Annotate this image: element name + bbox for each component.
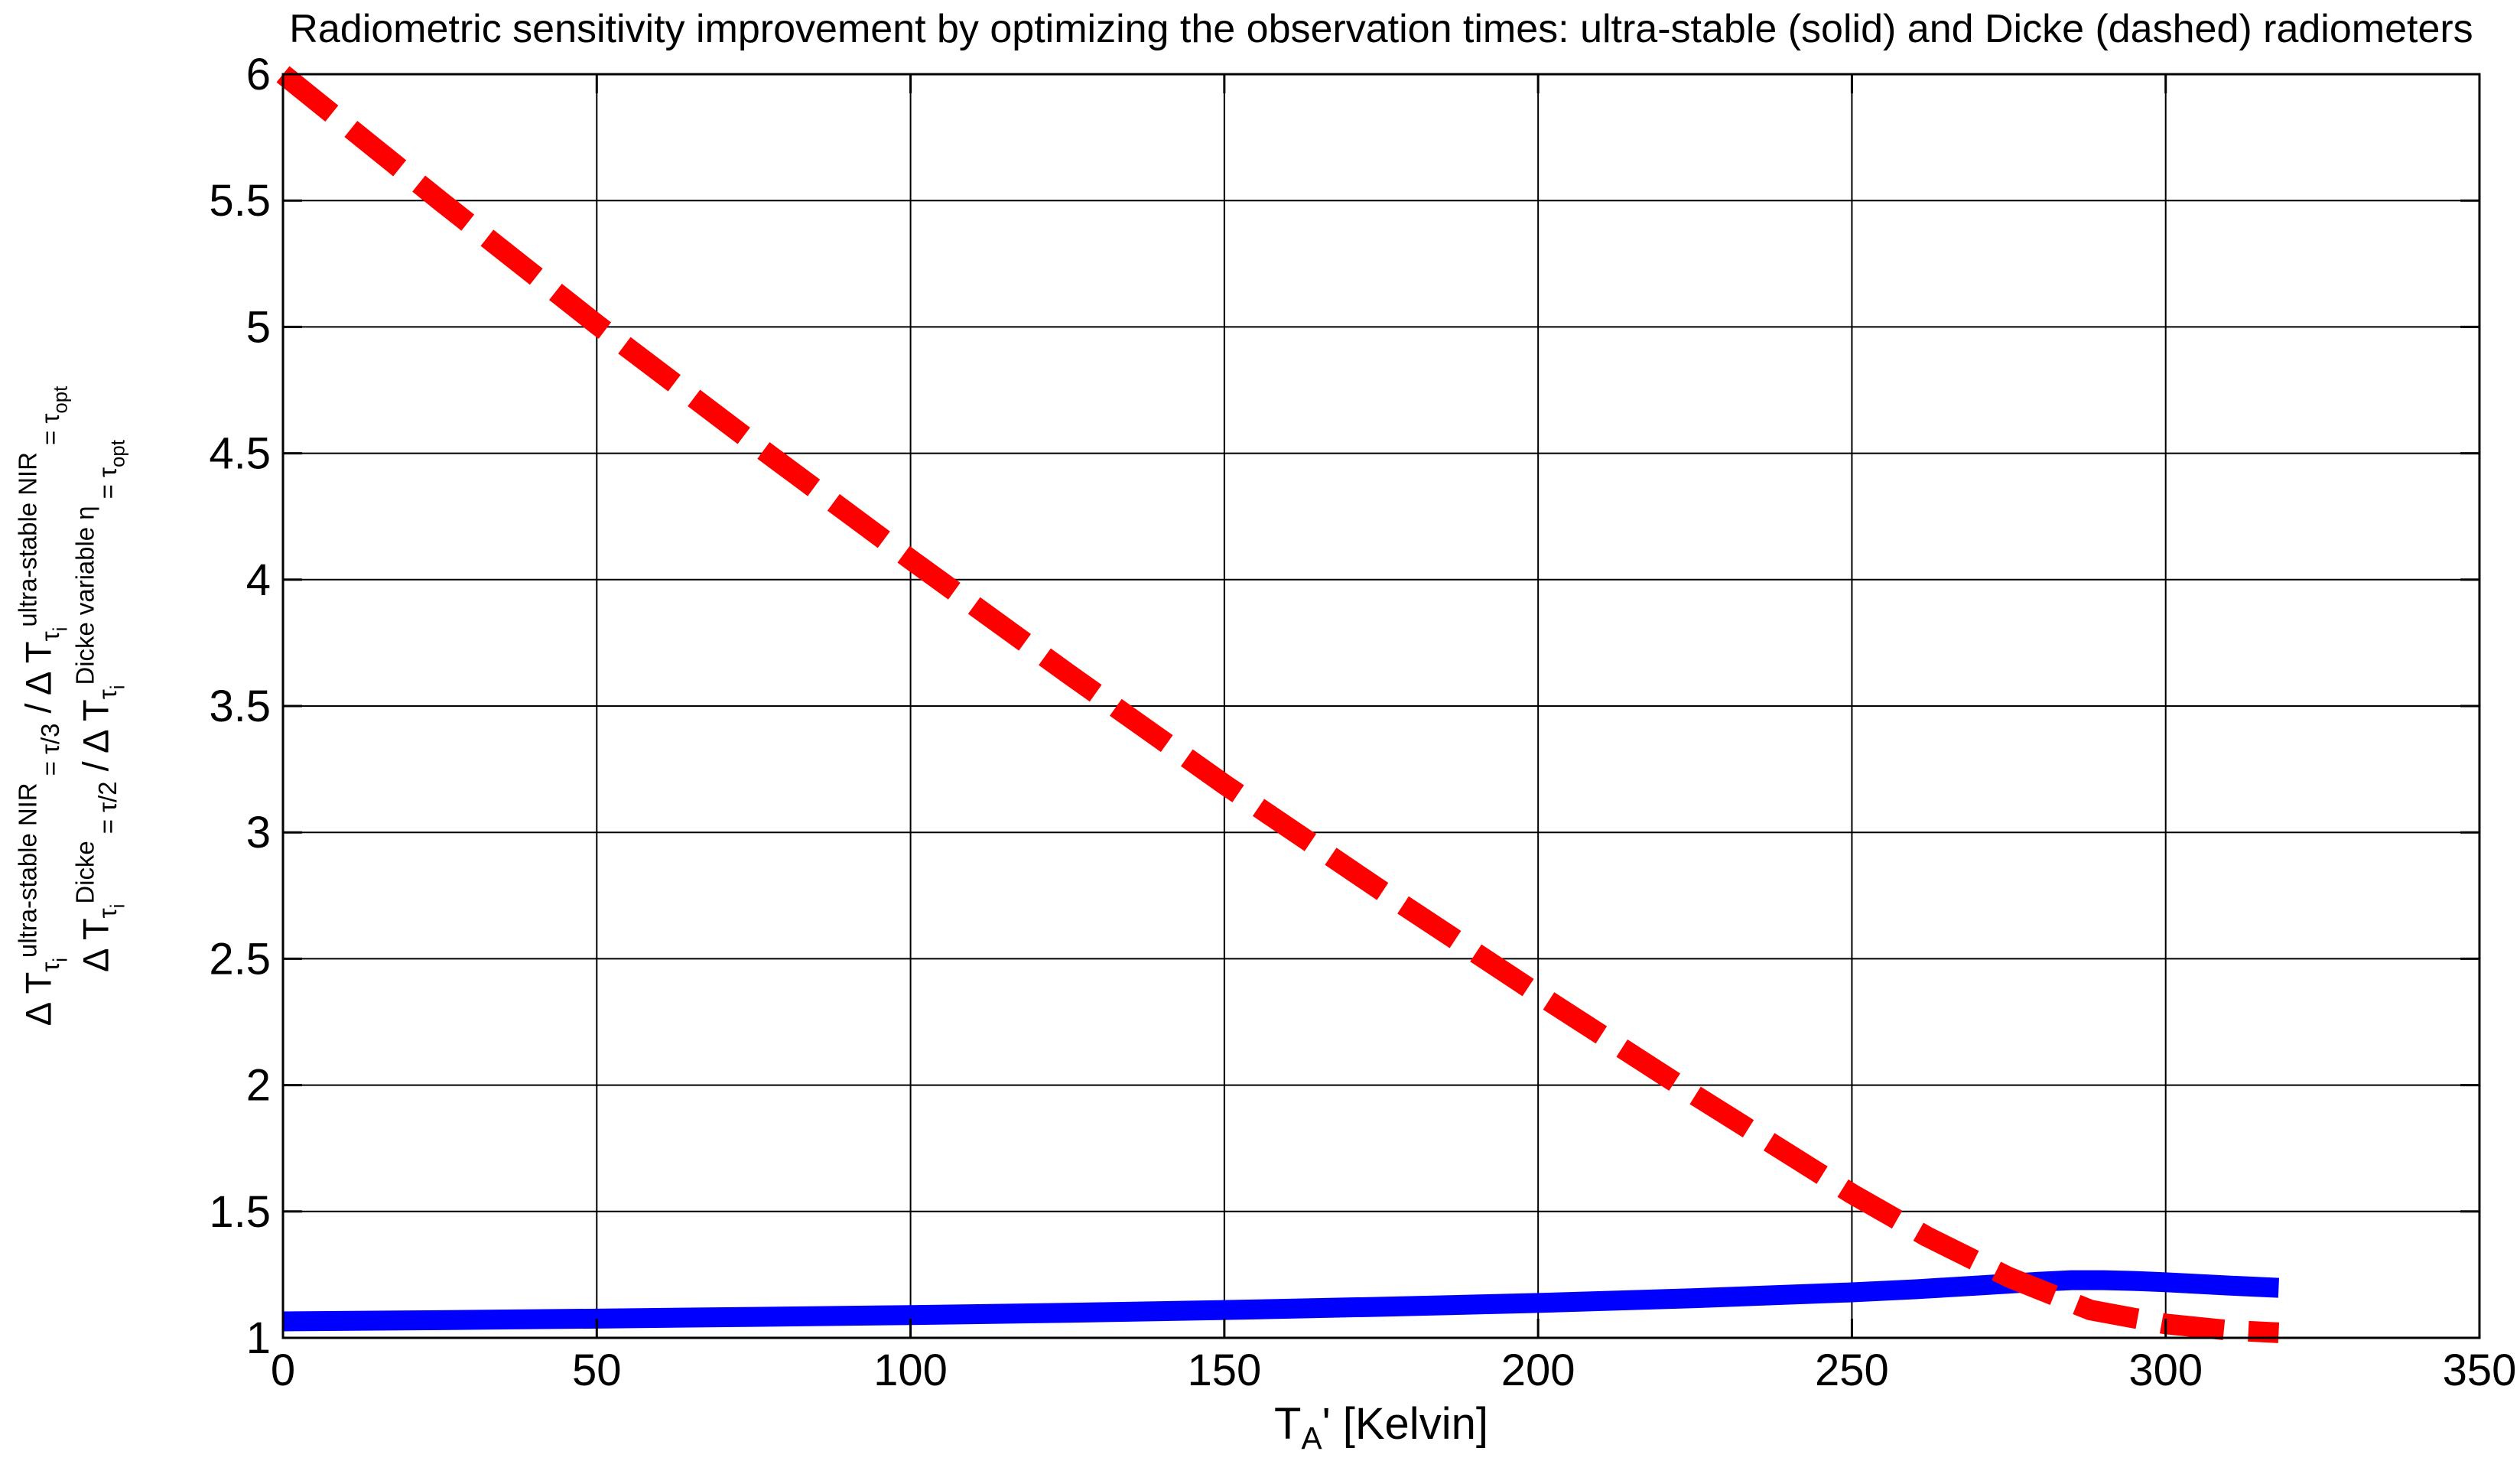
label-run: / Δ T	[18, 641, 59, 724]
x-axis-label: TA' [Kelvin]	[1274, 1398, 1488, 1456]
y-tick-label: 2	[246, 1061, 271, 1111]
y-tick-label: 5	[246, 302, 271, 352]
series-ultra-stable-solid-line	[282, 1270, 2280, 1332]
y-tick-label: 4.5	[209, 429, 271, 479]
label-run: T	[1274, 1399, 1302, 1449]
label-run: τ	[35, 962, 64, 972]
label-run: = τ/2	[93, 781, 122, 841]
label-run: Δ T	[18, 971, 59, 1027]
label-run: ultra-stable NIR	[13, 452, 42, 627]
label-run: τ	[93, 689, 122, 700]
chart-title: Radiometric sensitivity improvement by o…	[289, 7, 2473, 51]
x-tick-label: 0	[271, 1345, 295, 1395]
x-tick-label: 50	[572, 1345, 622, 1395]
label-run: = τ	[35, 413, 64, 453]
label-run: A	[1301, 1420, 1322, 1456]
label-run: opt	[50, 386, 72, 414]
y-tick-label: 3	[246, 808, 271, 857]
label-run: ' [Kelvin]	[1322, 1399, 1488, 1449]
label-run: i	[107, 903, 129, 909]
x-tick-label: 150	[1187, 1345, 1261, 1395]
y-tick-label: 3.5	[209, 682, 271, 731]
label-run: i	[50, 957, 72, 962]
label-run: i	[107, 685, 129, 690]
x-tick-label: 350	[2443, 1345, 2517, 1395]
y-tick-label: 5.5	[209, 176, 271, 226]
label-run: ultra-stable NIR	[13, 783, 42, 958]
label-run: = τ/3	[35, 723, 64, 783]
label-run: Dicke	[70, 841, 99, 904]
label-run: τ	[93, 908, 122, 919]
y-axis-label-line1: Δ Tτiultra-stable NIR = τ/3 / Δ Tτiultra…	[13, 386, 72, 1027]
label-run: i	[50, 626, 72, 632]
x-tick-label: 100	[873, 1345, 948, 1395]
label-run: τ	[35, 631, 64, 642]
y-tick-label: 1.5	[209, 1187, 271, 1237]
y-tick-label: 2.5	[209, 934, 271, 984]
y-tick-label: 4	[246, 555, 271, 605]
series-dicke-dashed-line	[276, 66, 2280, 1343]
y-axis-label-line2: Δ TτiDicke = τ/2 / Δ TτiDicke variable η…	[70, 440, 129, 972]
x-tick-label: 250	[1815, 1345, 1889, 1395]
label-run: opt	[107, 440, 129, 468]
y-tick-label: 6	[246, 50, 271, 99]
x-tick-label: 300	[2128, 1345, 2203, 1395]
label-run: Dicke variable η	[70, 506, 99, 685]
label-run: Δ T	[75, 918, 116, 972]
x-tick-label: 200	[1501, 1345, 1575, 1395]
label-run: / Δ T	[75, 699, 116, 782]
label-run: = τ	[93, 467, 122, 506]
y-tick-label: 1	[246, 1313, 271, 1363]
